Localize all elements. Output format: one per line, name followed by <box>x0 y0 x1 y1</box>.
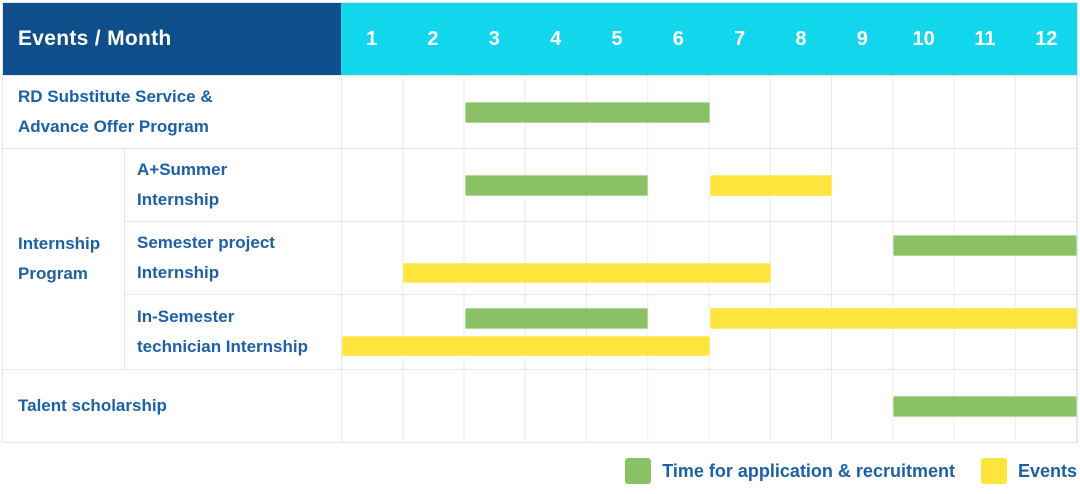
legend-item: Time for application & recruitment <box>625 458 955 484</box>
gantt-row: A+Summer Internship <box>3 148 1077 221</box>
gantt-row: RD Substitute Service & Advance Offer Pro… <box>3 75 1077 148</box>
row-label-line: Advance Offer Program <box>18 117 209 136</box>
header-month-numbers: 1 2 3 4 5 6 7 8 9 10 11 12 <box>341 3 1077 75</box>
month-header-cell: 3 <box>488 27 500 50</box>
month-track <box>341 369 1077 442</box>
row-label-line: Internship <box>137 190 220 209</box>
legend-label: Events <box>1017 460 1077 481</box>
events-month-table: Events / Month 1 2 3 4 5 6 7 8 9 10 11 12 RD Substi… <box>2 2 1078 443</box>
gantt-bar-green <box>893 235 1077 256</box>
month-track <box>341 75 1077 148</box>
gantt-bar-green <box>464 175 649 196</box>
group-spacer <box>3 148 124 221</box>
legend-swatch-yellow <box>980 458 1007 484</box>
gantt-row: Talent scholarship <box>3 369 1077 442</box>
month-header-cell: 5 <box>611 27 623 50</box>
legend-item: Events <box>980 458 1077 484</box>
row-label: Semester project Internship <box>124 221 341 294</box>
header-events-month-label: Events / Month <box>3 3 341 75</box>
table-body: RD Substitute Service & Advance Offer Pro… <box>3 75 1077 442</box>
gantt-bar-yellow <box>403 263 771 283</box>
month-header-cell: 7 <box>734 27 746 50</box>
month-track <box>341 221 1077 294</box>
gantt-bar-green <box>893 396 1077 417</box>
row-label-line: RD Substitute Service & <box>18 87 213 106</box>
legend: Time for application & recruitment Events <box>2 458 1078 484</box>
gantt-bar-yellow <box>342 336 710 356</box>
month-header-cell: 10 <box>912 27 935 50</box>
month-header-cell: 6 <box>672 27 684 50</box>
row-label-line: In-Semester <box>137 307 235 326</box>
row-label: A+Summer Internship <box>124 148 341 221</box>
legend-swatch-green <box>625 458 652 484</box>
month-header-cell: 4 <box>550 27 562 50</box>
gantt-bar-green <box>464 308 649 329</box>
gantt-bar-yellow <box>709 175 832 196</box>
row-label: Talent scholarship <box>3 369 341 442</box>
table-header: Events / Month 1 2 3 4 5 6 7 8 9 10 11 12 <box>3 3 1077 75</box>
row-label-line: Semester project <box>137 233 275 252</box>
month-track <box>341 148 1077 221</box>
group-spacer <box>3 294 124 369</box>
row-label-line: Internship <box>137 263 220 282</box>
row-label-line: technician Internship <box>137 337 308 356</box>
row-label-line: Talent scholarship <box>18 396 167 415</box>
month-track <box>341 294 1077 369</box>
legend-label: Time for application & recruitment <box>662 460 955 481</box>
month-header-cell: 2 <box>427 27 439 50</box>
month-header-cell: 12 <box>1035 27 1058 50</box>
row-label: In-Semester technician Internship <box>124 294 341 369</box>
gantt-bar-green <box>464 102 710 123</box>
month-header-cell: 11 <box>974 27 996 50</box>
group-spacer <box>3 221 124 294</box>
month-header-cell: 1 <box>366 27 378 50</box>
gantt-row: Semester project Internship <box>3 221 1077 294</box>
row-label: RD Substitute Service & Advance Offer Pro… <box>3 75 341 148</box>
gantt-bar-yellow <box>709 308 1077 329</box>
gantt-row: In-Semester technician Internship <box>3 294 1077 369</box>
month-header-cell: 8 <box>795 27 807 50</box>
row-label-line: A+Summer <box>137 160 228 179</box>
month-header-cell: 9 <box>856 27 868 50</box>
